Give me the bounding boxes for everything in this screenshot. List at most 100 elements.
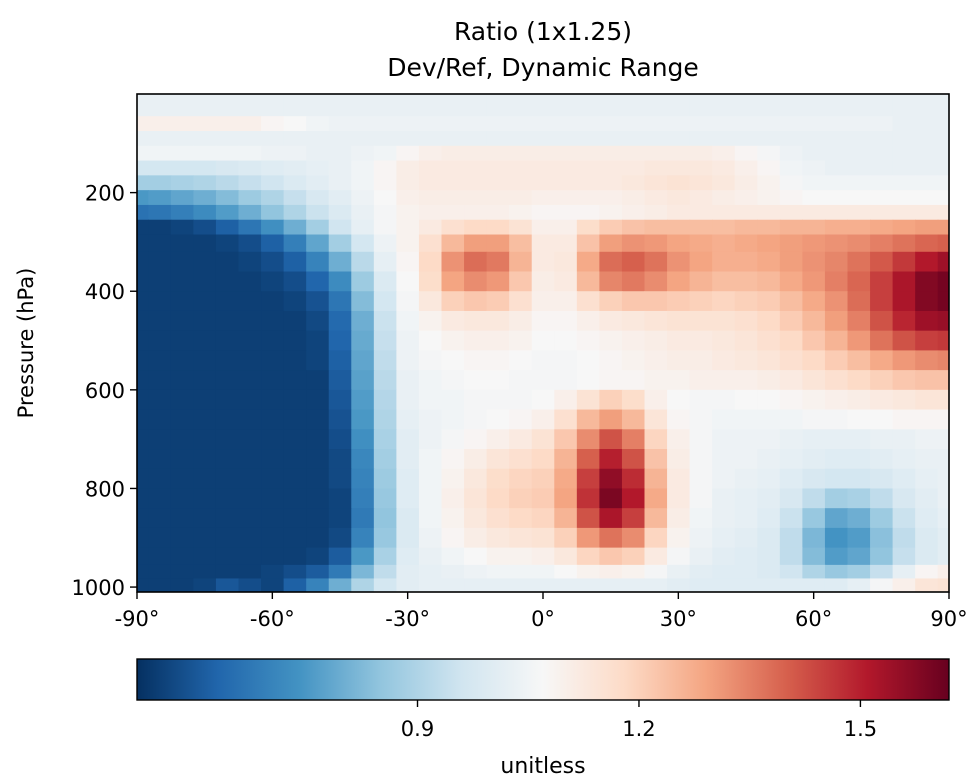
heatmap-cell — [802, 527, 826, 549]
heatmap-cell — [193, 175, 217, 191]
heatmap-cell — [283, 94, 307, 117]
heatmap-cell — [757, 310, 781, 332]
heatmap-cell — [757, 370, 781, 391]
heatmap-cell — [306, 291, 330, 312]
heatmap-cell — [779, 564, 803, 580]
heatmap-cell — [396, 175, 420, 191]
heatmap-cell — [554, 116, 578, 132]
heatmap-cell — [734, 94, 758, 117]
heatmap-cell — [712, 527, 736, 549]
heatmap-cell — [238, 271, 262, 292]
heatmap-cell — [418, 389, 443, 411]
heatmap-cell — [137, 350, 149, 371]
heatmap-cell — [734, 488, 758, 509]
heatmap-cell — [137, 389, 149, 411]
heatmap-cell — [464, 350, 488, 371]
heatmap-cell — [351, 350, 375, 371]
heatmap-cell — [576, 234, 600, 253]
heatmap-cell — [937, 449, 949, 470]
heatmap-cell — [734, 160, 758, 176]
heatmap-cell — [148, 204, 172, 221]
heatmap-cell — [599, 130, 623, 147]
heatmap-cell — [847, 527, 871, 549]
heatmap-cell — [238, 488, 262, 509]
heatmap-cell — [667, 370, 691, 391]
heatmap-cell — [554, 251, 578, 273]
heatmap-cell — [576, 508, 600, 529]
heatmap-cell — [215, 578, 240, 592]
heatmap-cell — [870, 204, 894, 221]
heatmap-cell — [531, 175, 555, 191]
heatmap-cell — [306, 175, 330, 191]
heatmap-cell — [283, 488, 307, 509]
heatmap-cell — [193, 94, 217, 117]
heatmap-cell — [915, 234, 939, 253]
heatmap-cell — [892, 291, 916, 312]
heatmap-cell — [193, 508, 217, 529]
heatmap-cell — [441, 310, 465, 332]
heatmap-cell — [599, 145, 623, 162]
heatmap-cell — [441, 251, 465, 273]
heatmap-cell — [847, 564, 871, 580]
heatmap-cell — [689, 291, 713, 312]
heatmap-cell — [576, 291, 600, 312]
heatmap-cell — [531, 564, 555, 580]
heatmap-cell — [193, 429, 217, 450]
heatmap-cell — [847, 145, 871, 162]
heatmap-cell — [644, 547, 668, 566]
heatmap-cell — [418, 527, 443, 549]
heatmap-cell — [283, 564, 307, 580]
heatmap-cell — [870, 508, 894, 529]
heatmap-cell — [328, 527, 352, 549]
heatmap-cell — [712, 449, 736, 470]
heatmap-cell — [509, 389, 533, 411]
heatmap-cell — [170, 330, 194, 351]
heatmap-cell — [137, 145, 149, 162]
heatmap-cell — [779, 145, 803, 162]
heatmap-cell — [937, 310, 949, 332]
heatmap-cell — [215, 190, 240, 206]
heatmap-cell — [464, 449, 488, 470]
heatmap-cell — [554, 389, 578, 411]
heatmap-cell — [509, 175, 533, 191]
heatmap-cell — [802, 350, 826, 371]
heatmap-cell — [644, 389, 668, 411]
heatmap-cell — [847, 219, 871, 236]
heatmap-cell — [137, 578, 149, 592]
heatmap-cell — [779, 234, 803, 253]
heatmap-cell — [373, 330, 397, 351]
heatmap-cell — [824, 251, 849, 273]
heatmap-cell — [509, 190, 533, 206]
heatmap-cell — [193, 409, 217, 430]
heatmap-cell — [283, 175, 307, 191]
heatmap-cell — [712, 251, 736, 273]
heatmap-cell — [757, 271, 781, 292]
heatmap-cell — [148, 190, 172, 206]
heatmap-cell — [667, 429, 691, 450]
heatmap-cell — [576, 449, 600, 470]
heatmap-cell — [418, 94, 443, 117]
heatmap-cell — [306, 330, 330, 351]
heatmap-cell — [892, 389, 916, 411]
heatmap-cell — [779, 310, 803, 332]
heatmap-cell — [937, 547, 949, 566]
heatmap-cell — [215, 291, 240, 312]
heatmap-cell — [644, 190, 668, 206]
heatmap-cell — [328, 160, 352, 176]
heatmap-cell — [779, 370, 803, 391]
heatmap-cell — [238, 547, 262, 566]
heatmap-cell — [170, 145, 194, 162]
heatmap-cell — [870, 310, 894, 332]
heatmap-cell — [486, 449, 510, 470]
heatmap-cell — [802, 204, 826, 221]
heatmap-cell — [486, 94, 510, 117]
heatmap-cell — [779, 488, 803, 509]
heatmap-cell — [486, 429, 510, 450]
heatmap-cell — [847, 547, 871, 566]
heatmap-cell — [170, 130, 194, 147]
heatmap-cell — [667, 160, 691, 176]
heatmap-cell — [351, 547, 375, 566]
heatmap-cell — [170, 449, 194, 470]
heatmap-cell — [757, 145, 781, 162]
heatmap-cell — [915, 310, 939, 332]
